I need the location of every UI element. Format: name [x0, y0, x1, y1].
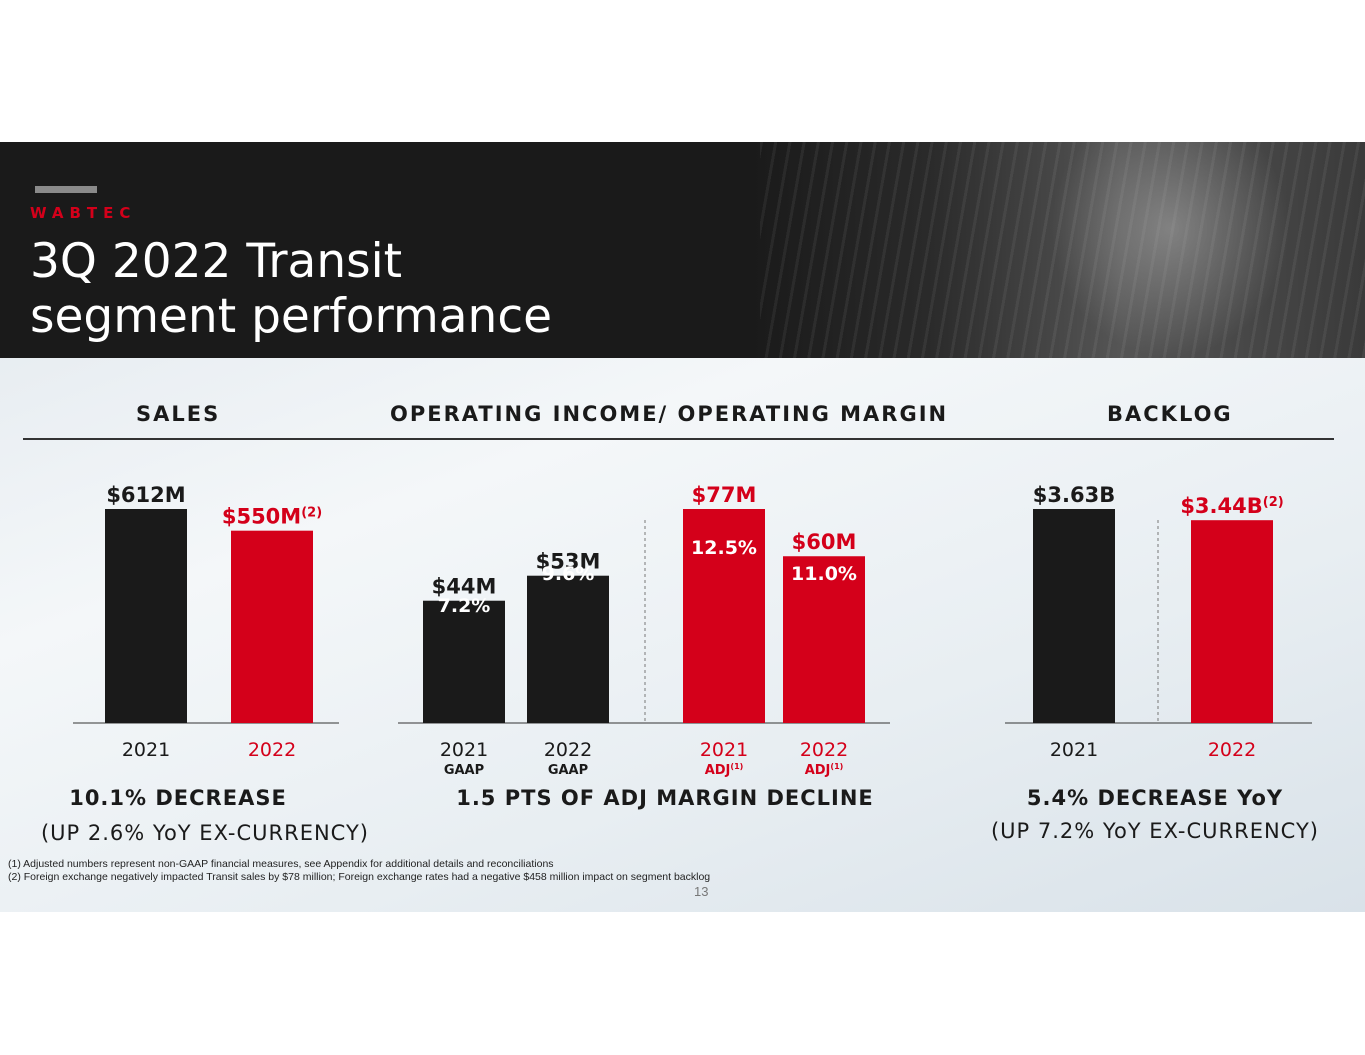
operating-value-label-2021-adj: $77M — [692, 483, 757, 507]
slide: WABTEC 3Q 2022 Transit segment performan… — [0, 142, 1365, 912]
operating-sublabel-2022-adj: ADJ(1) — [805, 762, 844, 778]
backlog-value-label-2022: $3.44B(2) — [1180, 494, 1283, 518]
operating-value-label-2022-adj: $60M — [792, 530, 857, 554]
operating-heading: OPERATING INCOME/ OPERATING MARGIN — [390, 402, 949, 426]
sales-bar-2022 — [231, 530, 313, 723]
operating-margin-label-2022-adj: 11.0% — [791, 563, 857, 585]
backlog-bar-2021 — [1033, 509, 1115, 723]
operating-bar-2021-adj — [683, 509, 765, 723]
backlog-summary-sub: (UP 7.2% YoY EX-CURRENCY) — [990, 819, 1319, 843]
operating-sublabel-2021-gaap: GAAP — [444, 763, 484, 778]
section-divider — [23, 438, 1334, 440]
operating-bar-2021-gaap — [423, 600, 505, 723]
operating-sublabel-2021-adj: ADJ(1) — [705, 762, 744, 778]
title-line-2: segment performance — [30, 289, 553, 344]
operating-tick-2022-gaap: 2022 — [544, 739, 592, 761]
station-photo — [760, 142, 1365, 358]
sales-tick-2022: 2022 — [248, 739, 296, 761]
sales-bar-2021 — [105, 509, 187, 723]
backlog-tick-2021: 2021 — [1050, 739, 1098, 761]
sales-value-label-2021: $612M — [106, 483, 185, 507]
operating-summary: 1.5 PTS OF ADJ MARGIN DECLINE — [456, 786, 874, 810]
header-banner: WABTEC 3Q 2022 Transit segment performan… — [0, 142, 1365, 358]
page-title: 3Q 2022 Transit segment performance — [30, 234, 552, 344]
sales-tick-2021: 2021 — [122, 739, 170, 761]
operating-margin-label-2021-gaap: 7.2% — [438, 595, 491, 617]
page-number: 13 — [694, 884, 709, 899]
operating-sublabel-2022-gaap: GAAP — [548, 763, 588, 778]
operating-bar-2022-adj — [783, 556, 865, 723]
operating-margin-label-2022-gaap: 9.6% — [542, 563, 595, 585]
backlog-tick-2022: 2022 — [1208, 739, 1256, 761]
sales-heading: SALES — [136, 402, 221, 426]
sales-summary: 10.1% DECREASE — [69, 786, 287, 810]
footnote-2: (2) Foreign exchange negatively impacted… — [8, 871, 711, 883]
backlog-value-label-2021: $3.63B — [1033, 483, 1115, 507]
operating-value-label-2022-gaap: $53M — [536, 550, 601, 574]
backlog-heading: BACKLOG — [1107, 402, 1233, 426]
sales-summary-sub: (UP 2.6% YoY EX-CURRENCY) — [40, 821, 369, 845]
operating-margin-label-2021-adj: 12.5% — [691, 537, 757, 559]
operating-tick-2021-gaap: 2021 — [440, 739, 488, 761]
backlog-summary: 5.4% DECREASE YoY — [1026, 786, 1284, 810]
sales-value-label-2022: $550M(2) — [222, 505, 322, 529]
operating-tick-2022-adj: 2022 — [800, 739, 848, 761]
footnote-1: (1) Adjusted numbers represent non-GAAP … — [8, 858, 554, 870]
operating-value-label-2021-gaap: $44M — [432, 575, 497, 599]
accent-bar — [35, 186, 97, 193]
backlog-bar-2022 — [1191, 520, 1273, 723]
title-line-1: 3Q 2022 Transit — [30, 234, 403, 289]
station-photo-light — [1050, 142, 1290, 358]
brand-logo: WABTEC — [30, 204, 137, 222]
operating-bar-2022-gaap — [527, 575, 609, 723]
operating-tick-2021-adj: 2021 — [700, 739, 748, 761]
